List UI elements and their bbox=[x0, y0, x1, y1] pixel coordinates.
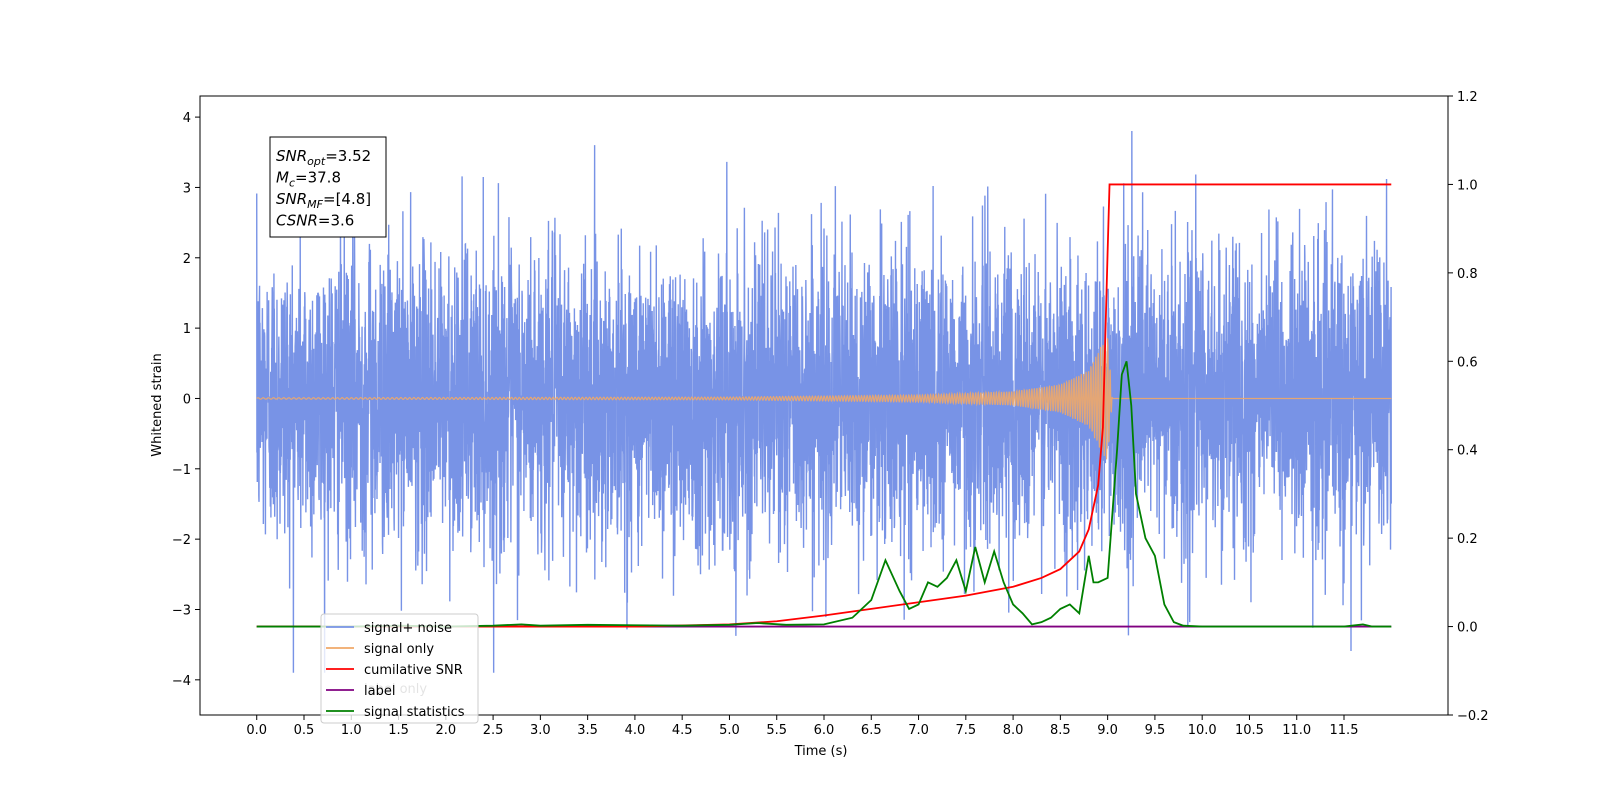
y-left-tick-label: 1 bbox=[183, 322, 191, 337]
y-left-tick-label: 4 bbox=[183, 111, 191, 126]
annotation-line: SNRopt=3.52 bbox=[276, 147, 371, 168]
x-tick-label: 5.5 bbox=[766, 723, 787, 738]
x-tick-label: 7.0 bbox=[908, 723, 929, 738]
x-tick-label: 7.5 bbox=[955, 723, 976, 738]
y-right-tick-label: 0.4 bbox=[1457, 444, 1478, 459]
y-right-tick-label: 1.2 bbox=[1457, 90, 1478, 105]
y-left-tick-label: 3 bbox=[183, 181, 191, 196]
series-cumilative-snr bbox=[256, 183, 1392, 628]
annotation-frame bbox=[269, 136, 387, 238]
y-left-tick-label: −3 bbox=[172, 603, 191, 618]
x-tick-label: 11.0 bbox=[1282, 723, 1311, 738]
y-axis-label: Whitened strain bbox=[150, 353, 165, 456]
x-tick-label: 9.0 bbox=[1097, 723, 1118, 738]
x-tick-label: 6.0 bbox=[814, 723, 835, 738]
x-tick-label: 4.0 bbox=[625, 723, 646, 738]
x-axis-ticks: 0.0 0.5 1.0 1.5 2.0 2.5 3.0 3.5 4.0 4.5 5.0 5.5 6.0 6… bbox=[246, 715, 1358, 738]
y-right-tick-label: 1.0 bbox=[1457, 178, 1478, 193]
x-axis-label: Time (s) bbox=[794, 744, 848, 759]
y-right-tick-label: 0.8 bbox=[1457, 267, 1478, 282]
y-left-tick-label: −2 bbox=[172, 533, 191, 548]
x-tick-label: 8.5 bbox=[1050, 723, 1071, 738]
y-left-axis-ticks: 4 3 2 1 0 −1 −2 −3 −4 bbox=[172, 111, 200, 689]
y-right-tick-label: 0.6 bbox=[1457, 355, 1478, 370]
y-right-axis-ticks: 1.2 1.0 0.8 0.6 0.4 0.2 0.0 −0.2 bbox=[1448, 90, 1489, 724]
series-signal-noise bbox=[256, 130, 1392, 673]
y-right-tick-label: 0.0 bbox=[1457, 621, 1478, 636]
x-tick-label: 3.0 bbox=[530, 723, 551, 738]
y-right-tick-label: 0.2 bbox=[1457, 532, 1478, 547]
x-tick-label: 6.5 bbox=[861, 723, 882, 738]
x-tick-label: 1.0 bbox=[341, 723, 362, 738]
x-tick-label: 9.5 bbox=[1145, 723, 1166, 738]
series-signal-statistics bbox=[256, 360, 1392, 628]
y-right-tick-label: −0.2 bbox=[1457, 709, 1489, 724]
y-left-tick-label: −1 bbox=[172, 463, 191, 478]
x-tick-label: 2.0 bbox=[435, 723, 456, 738]
legend-entry: signal only bbox=[364, 642, 434, 657]
legend-entry: label bbox=[364, 684, 395, 699]
x-tick-label: 1.5 bbox=[388, 723, 409, 738]
x-tick-label: 8.0 bbox=[1003, 723, 1024, 738]
x-tick-label: 2.5 bbox=[483, 723, 504, 738]
legend-entry: signal+ noise bbox=[364, 621, 452, 636]
x-tick-label: 10.5 bbox=[1235, 723, 1264, 738]
annotation-line: CSNR=3.6 bbox=[276, 212, 354, 230]
legend-frame bbox=[320, 613, 479, 724]
series-signal-only bbox=[256, 338, 1392, 460]
x-tick-label: 4.5 bbox=[672, 723, 693, 738]
x-tick-label: 3.5 bbox=[577, 723, 598, 738]
y-left-tick-label: −4 bbox=[172, 674, 191, 689]
x-tick-label: 11.5 bbox=[1330, 723, 1359, 738]
annotation-line: SNRMF=[4.8] bbox=[276, 190, 371, 211]
x-tick-label: 0.0 bbox=[246, 723, 267, 738]
y-left-tick-label: 2 bbox=[183, 252, 191, 267]
legend-entry: signal statistics bbox=[364, 705, 465, 720]
annotation-line: Mc=37.8 bbox=[276, 169, 341, 190]
x-tick-label: 0.5 bbox=[294, 723, 315, 738]
x-tick-label: 10.0 bbox=[1188, 723, 1217, 738]
x-tick-label: 5.0 bbox=[719, 723, 740, 738]
legend-entry: cumilative SNR bbox=[364, 663, 463, 678]
y-left-tick-label: 0 bbox=[183, 392, 191, 407]
